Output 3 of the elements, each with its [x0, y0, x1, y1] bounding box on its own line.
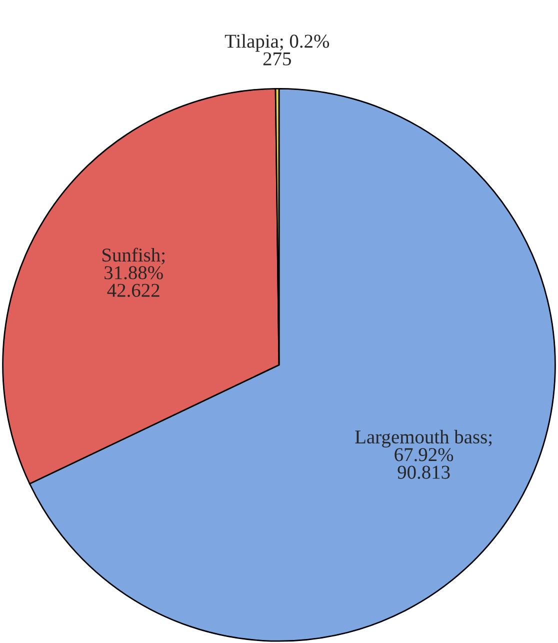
slice-label: Tilapia; 0.2% 275: [224, 34, 330, 66]
slice-label: Sunfish; 31.88% 42.622: [102, 248, 165, 298]
slice-label: Largemouth bass; 67.92% 90.813: [355, 430, 492, 479]
